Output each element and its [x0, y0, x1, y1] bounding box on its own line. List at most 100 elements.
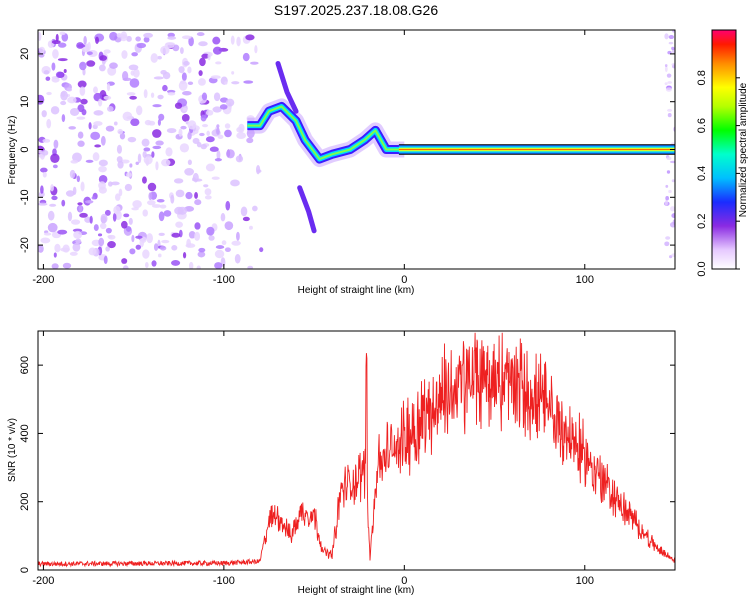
- noise-blob: [137, 153, 142, 164]
- noise-blob: [201, 92, 208, 101]
- noise-blob: [91, 196, 96, 200]
- noise-blob: [211, 176, 220, 180]
- noise-blob: [141, 138, 150, 147]
- noise-blob: [671, 213, 675, 219]
- noise-blob: [259, 247, 264, 253]
- noise-blob: [107, 241, 116, 249]
- noise-blob: [196, 32, 205, 37]
- noise-blob: [103, 95, 112, 100]
- noise-blob: [215, 245, 225, 249]
- noise-blob: [69, 107, 80, 116]
- noise-blob: [122, 111, 133, 122]
- noise-blob: [77, 202, 83, 206]
- noise-blob: [43, 70, 50, 75]
- noise-blob: [76, 175, 81, 183]
- noise-blob: [103, 255, 108, 265]
- noise-blob: [205, 163, 216, 172]
- noise-blob: [236, 231, 240, 241]
- noise-blob: [67, 96, 77, 104]
- noise-blob: [217, 134, 224, 140]
- noise-blob: [158, 211, 165, 222]
- noise-blob: [212, 106, 222, 113]
- noise-blob: [119, 132, 126, 140]
- noise-blob: [155, 140, 164, 146]
- noise-blob: [166, 128, 177, 134]
- colorbar: 0.0 0.2 0.4 0.6 0.8 Normalized spectral ampl…: [696, 29, 749, 277]
- noise-blob: [40, 237, 51, 244]
- noise-blob: [666, 170, 671, 174]
- noise-blob: [113, 205, 121, 215]
- noise-blob: [80, 98, 88, 105]
- noise-blob: [98, 165, 107, 173]
- noise-blob: [57, 42, 67, 48]
- noise-blob: [126, 172, 132, 178]
- noise-blob: [666, 156, 672, 160]
- noise-blob: [90, 131, 101, 140]
- noise-blob: [170, 194, 175, 204]
- noise-blob: [98, 174, 108, 184]
- noise-blob: [171, 259, 181, 266]
- noise-blob: [205, 109, 214, 116]
- noise-blob: [142, 176, 147, 184]
- noise-blob: [40, 167, 48, 173]
- noise-blob: [77, 140, 85, 147]
- noise-blob: [68, 126, 77, 130]
- noise-blob: [200, 114, 207, 122]
- noise-blob: [118, 188, 123, 197]
- noise-blob: [123, 213, 130, 218]
- noise-blob: [126, 92, 136, 96]
- noise-blob: [664, 82, 668, 86]
- noise-blob: [664, 64, 668, 67]
- noise-blob: [76, 116, 86, 120]
- noise-blob: [129, 78, 140, 88]
- chart-title: S197.2025.237.18.08.G26: [274, 2, 438, 18]
- noise-blob: [51, 62, 56, 71]
- noise-blob: [666, 108, 673, 112]
- noise-blob: [197, 251, 206, 258]
- noise-blob: [214, 262, 223, 269]
- noise-blob: [171, 245, 178, 251]
- noise-blob: [667, 113, 672, 118]
- noise-blob: [70, 219, 81, 225]
- noise-blob: [40, 185, 44, 194]
- noise-blob: [50, 184, 54, 192]
- noise-blob: [50, 153, 60, 164]
- noise-blob: [57, 58, 68, 62]
- noise-blob: [113, 121, 118, 126]
- snr-ticks: -200 -100 0 100 0 200 400 600: [19, 331, 675, 587]
- noise-blob: [664, 65, 668, 73]
- colorbar-ticks: 0.0 0.2 0.4 0.6 0.8: [696, 70, 740, 277]
- noise-blob: [243, 80, 254, 84]
- noise-blob: [53, 139, 59, 149]
- carrier-band: [398, 144, 675, 155]
- noise-blob: [146, 200, 156, 206]
- noise-blob: [62, 262, 72, 269]
- noise-blob: [171, 232, 181, 238]
- noise-blob: [103, 49, 111, 54]
- colorbar-tick-label: 0.2: [696, 214, 708, 229]
- spectrogram-ytick-label: 20: [19, 48, 31, 60]
- noise-blob: [664, 33, 669, 40]
- noise-blob: [98, 237, 105, 247]
- noise-blob: [666, 73, 672, 78]
- snr-ytick-label: 0: [19, 567, 31, 573]
- noise-blob: [105, 246, 110, 252]
- noise-blob: [196, 265, 201, 269]
- spectrogram-ytick-label: -20: [19, 237, 31, 253]
- colorbar-gradient: [711, 29, 737, 270]
- noise-blob: [234, 254, 241, 264]
- noise-blob: [254, 45, 258, 54]
- noise-blob: [181, 113, 190, 122]
- ridge-branch: [297, 185, 317, 234]
- noise-blob: [79, 61, 87, 71]
- noise-blob: [204, 195, 212, 200]
- noise-blob: [187, 120, 197, 130]
- noise-blob: [51, 40, 61, 45]
- noise-blob: [157, 118, 161, 126]
- noise-blob: [167, 36, 177, 40]
- noise-blob: [242, 216, 250, 222]
- noise-blob: [165, 42, 175, 46]
- noise-blob: [216, 124, 220, 128]
- ridge-core: [247, 105, 405, 161]
- noise-blob: [153, 243, 159, 251]
